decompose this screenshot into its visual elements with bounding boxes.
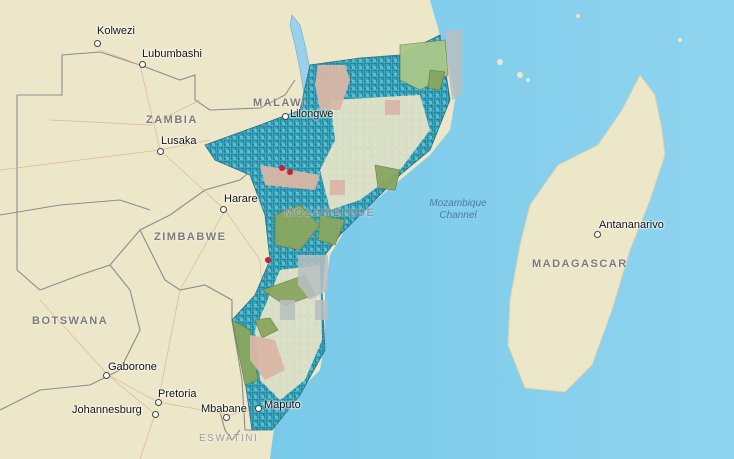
- city-marker-pretoria[interactable]: [155, 399, 162, 406]
- country-label-eswatini: ESWATINI: [199, 433, 259, 444]
- water-label-line2: Channel: [439, 210, 477, 221]
- city-label-lubumbashi: Lubumbashi: [142, 48, 202, 60]
- country-label-zimbabwe: ZIMBABWE: [154, 231, 227, 243]
- country-label-malawi: MALAWI: [253, 97, 307, 109]
- city-marker-lubumbashi[interactable]: [139, 61, 146, 68]
- city-marker-lusaka[interactable]: [157, 148, 164, 155]
- water-label-line1: Mozambique: [429, 198, 487, 209]
- country-label-madagascar: MADAGASCAR: [532, 258, 628, 270]
- country-borders: [0, 51, 296, 441]
- city-label-antananarivo: Antananarivo: [599, 219, 664, 231]
- country-label-zambia: ZAMBIA: [146, 114, 198, 126]
- red-areas: [265, 165, 293, 263]
- madagascar: [507, 74, 666, 393]
- city-label-kolwezi: Kolwezi: [97, 25, 135, 37]
- city-marker-kolwezi[interactable]: [94, 40, 101, 47]
- water-label-mozambique-channel: Mozambique Channel: [418, 198, 498, 222]
- gray-areas: [280, 30, 462, 320]
- city-marker-lilongwe[interactable]: [282, 113, 289, 120]
- islands: [497, 14, 682, 82]
- city-marker-maputo[interactable]: [255, 405, 262, 412]
- pink-areas: [250, 65, 400, 380]
- city-marker-johannesburg[interactable]: [152, 411, 159, 418]
- city-label-johannesburg: Johannesburg: [72, 404, 142, 416]
- city-marker-gaborone[interactable]: [103, 372, 110, 379]
- city-label-gaborone: Gaborone: [108, 361, 157, 373]
- city-marker-harare[interactable]: [220, 206, 227, 213]
- city-marker-antananarivo[interactable]: [594, 231, 601, 238]
- city-label-lilongwe: Lilongwe: [290, 108, 334, 120]
- city-label-lusaka: Lusaka: [161, 135, 197, 147]
- protected-areas[interactable]: [231, 39, 449, 386]
- city-label-harare: Harare: [224, 193, 258, 205]
- city-marker-mbabane[interactable]: [223, 414, 230, 421]
- city-label-pretoria: Pretoria: [158, 388, 197, 400]
- country-label-mozambique: MOZAMBIQUE: [284, 207, 376, 219]
- city-label-mbabane: Mbabane: [201, 403, 247, 415]
- city-label-maputo: Maputo: [264, 399, 301, 411]
- country-label-botswana: BOTSWANA: [32, 315, 109, 327]
